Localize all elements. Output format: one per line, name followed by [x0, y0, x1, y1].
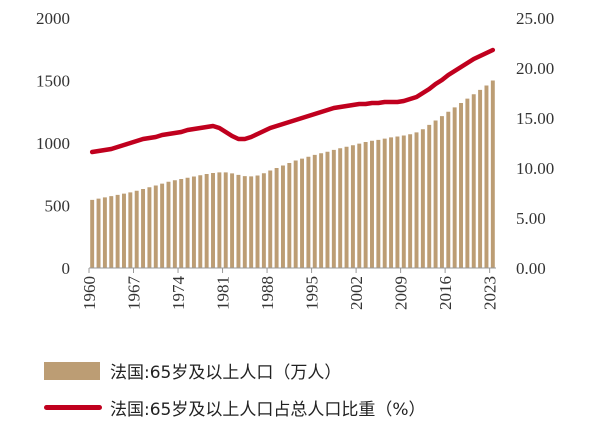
bar-1986 [255, 175, 260, 268]
bar-2000 [344, 146, 349, 268]
bar-1971 [160, 183, 165, 269]
legend-bar-swatch [44, 361, 100, 380]
bar-1974 [179, 179, 184, 268]
bar-2020 [471, 94, 476, 268]
y-right-tick-label: 0.00 [516, 259, 546, 278]
bar-1997 [325, 151, 330, 268]
bar-2006 [382, 138, 387, 269]
bar-1982 [230, 173, 235, 269]
bar-1987 [261, 173, 266, 268]
bar-2004 [370, 140, 374, 268]
bar-2013 [427, 124, 432, 269]
bar-1964 [115, 194, 120, 269]
bar-1978 [204, 174, 209, 268]
bar-1981 [223, 172, 228, 269]
bar-1984 [242, 176, 247, 269]
y-right-tick-label: 5.00 [516, 209, 546, 228]
y-right-tick-label: 15.00 [516, 109, 554, 128]
bar-1993 [300, 158, 305, 269]
bar-2016 [446, 111, 451, 268]
bar-1969 [147, 187, 152, 268]
legend-bar-label: 法国:65岁及以上人口（万人） [110, 363, 342, 383]
x-tick-label: 2016 [436, 276, 455, 310]
bar-1990 [280, 165, 285, 268]
x-tick-label: 1960 [80, 276, 99, 310]
legend-line-swatch [44, 405, 102, 410]
bar-1998 [331, 149, 336, 269]
bar-1979 [211, 173, 215, 268]
right-axis-ticks: 0.00 5.00 10.00 15.00 20.00 25.00 [516, 9, 554, 278]
bar-1994 [306, 156, 311, 268]
bar-1975 [185, 177, 190, 268]
bar-1973 [172, 180, 177, 268]
bar-2010 [408, 134, 413, 268]
bar-1983 [236, 174, 241, 269]
y-right-tick-label: 20.00 [516, 59, 554, 78]
bar-1970 [153, 185, 158, 268]
bar-1968 [141, 189, 146, 268]
bar-2014 [433, 120, 438, 268]
x-tick-label: 2002 [347, 276, 366, 310]
bar-2001 [350, 145, 355, 268]
legend-bar-item: 法国:65岁及以上人口（万人） [44, 358, 341, 383]
bar-1980 [217, 172, 222, 269]
bar-2012 [420, 129, 425, 268]
x-tick-label: 1981 [214, 276, 233, 310]
legend-line-label: 法国:65岁及以上人口占总人口比重（%） [110, 400, 426, 420]
bar-2003 [363, 142, 368, 268]
y-left-tick-label: 500 [45, 197, 71, 216]
bar-2019 [465, 98, 470, 269]
y-left-tick-label: 0 [62, 259, 71, 278]
bar-1976 [191, 176, 196, 268]
bar-2023 [490, 80, 495, 268]
y-left-tick-label: 1000 [36, 134, 70, 153]
bar-2011 [414, 132, 419, 269]
bar-1991 [287, 163, 292, 268]
y-right-tick-label: 25.00 [516, 9, 554, 28]
x-tick-label: 1995 [303, 276, 322, 310]
line-series [89, 47, 496, 155]
bar-1962 [102, 197, 107, 269]
x-tick-label: 1988 [258, 276, 277, 310]
bar-2002 [357, 143, 362, 269]
bar-2017 [452, 107, 457, 269]
x-axis-ticks: 1960 1967 1974 1981 1988 1995 2002 2009 2016 2023 [80, 276, 500, 311]
bar-2021 [478, 89, 483, 269]
bar-2008 [395, 136, 400, 268]
y-left-tick-label: 1500 [36, 72, 70, 91]
bar-1961 [96, 198, 101, 269]
y-left-tick-label: 2000 [36, 9, 70, 28]
bar-2015 [439, 116, 444, 269]
bar-1985 [249, 176, 254, 269]
bar-1992 [293, 160, 298, 268]
bar-2007 [389, 137, 394, 269]
bar-1989 [274, 168, 279, 268]
y-right-tick-label: 10.00 [516, 159, 554, 178]
bar-2005 [376, 139, 381, 269]
axes [88, 267, 496, 273]
x-tick-label: 1967 [125, 276, 144, 311]
bar-1966 [128, 192, 133, 269]
left-axis-ticks: 0 500 1000 1500 2000 [36, 9, 70, 278]
bar-1977 [198, 175, 203, 268]
x-tick-label: 2023 [481, 276, 500, 310]
bar-1996 [319, 153, 324, 268]
bar-1963 [109, 196, 114, 269]
ratio-line [89, 47, 496, 155]
bar-series [90, 80, 495, 269]
bar-1999 [338, 148, 343, 268]
bar-1988 [268, 170, 273, 268]
bar-1972 [166, 181, 171, 268]
bar-2018 [459, 103, 463, 268]
bar-1965 [122, 193, 126, 269]
bar-2009 [401, 135, 406, 268]
legend-line-item: 法国:65岁及以上人口占总人口比重（%） [44, 395, 426, 420]
x-tick-label: 2009 [392, 276, 411, 310]
x-tick-label: 1974 [169, 276, 188, 311]
bar-2022 [484, 85, 489, 268]
bar-1995 [312, 154, 317, 269]
bar-1967 [134, 190, 139, 268]
chart: 0 500 1000 1500 2000 0.00 5.00 10.00 15.00 20.00… [36, 9, 554, 311]
bar-1960 [90, 199, 95, 269]
